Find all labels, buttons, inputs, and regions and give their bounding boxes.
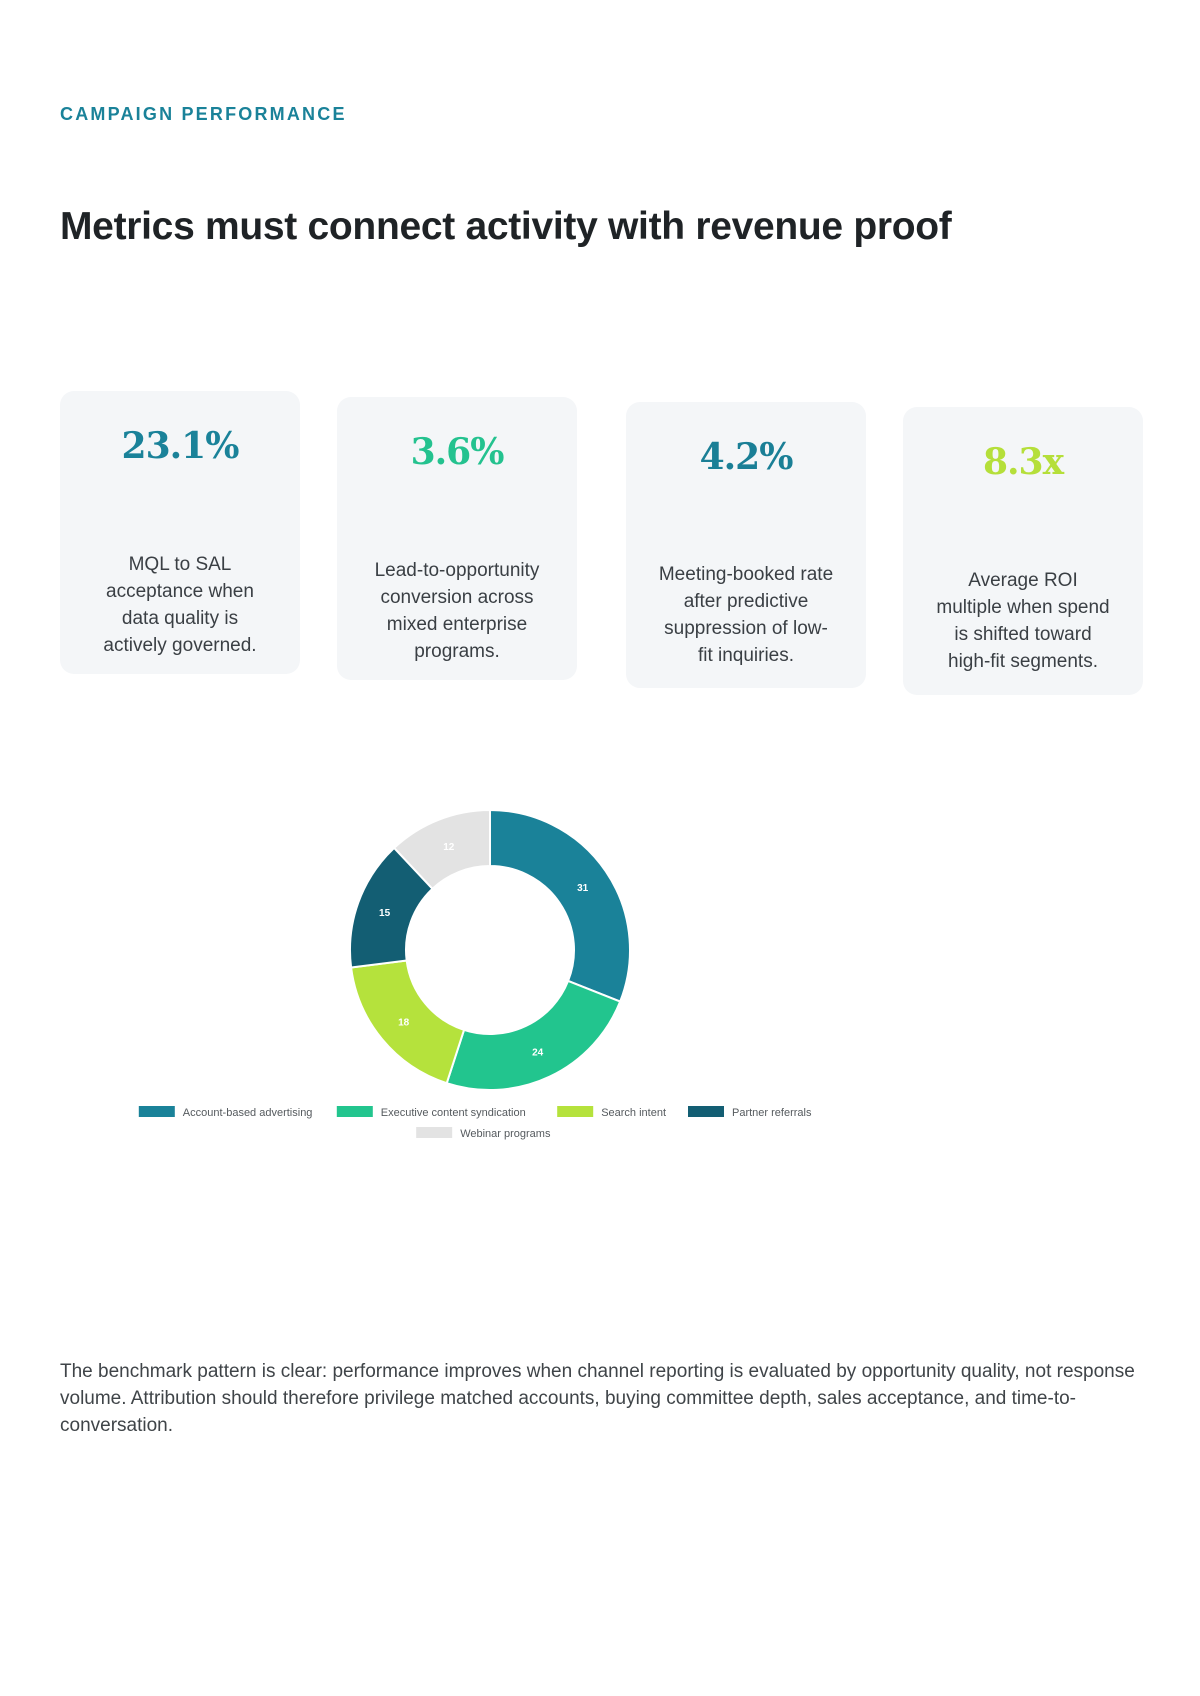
donut-slice-webinar-programs xyxy=(392,808,491,891)
legend-item-account-based-advertising: Account-based advertising xyxy=(138,1106,313,1119)
stat-description: Lead-to-opportunity conversion across mi… xyxy=(374,560,540,662)
donut-slice-account-based-advertising xyxy=(489,808,631,1003)
chart-legend: Account-based advertising Executive conte… xyxy=(138,1106,812,1140)
stat-value: 3.6% xyxy=(410,431,505,473)
legend-label: Webinar programs xyxy=(460,1128,551,1140)
stat-description: Average ROI multiple when spend is shift… xyxy=(936,570,1110,672)
legend-swatch xyxy=(336,1106,373,1117)
stat-card-meeting-booked: 4.2% Meeting-booked rate after predictiv… xyxy=(626,402,866,688)
channel-donut-chart: 31 24 18 15 12 Account-based advertising Exec… xyxy=(138,808,812,1140)
legend-label: Account-based advertising xyxy=(183,1107,313,1119)
legend-item-webinar-programs: Webinar programs xyxy=(416,1127,551,1140)
stat-description: Meeting-booked rate after predictive sup… xyxy=(658,564,834,666)
legend-item-executive-content-syndication: Executive content syndication xyxy=(336,1106,526,1119)
legend-swatch xyxy=(557,1106,594,1117)
stat-card-roi-multiple: 8.3x Average ROI multiple when spend is … xyxy=(903,407,1143,695)
slice-value-label: 24 xyxy=(532,1047,544,1058)
stat-value: 8.3x xyxy=(982,441,1064,483)
slice-value-label: 31 xyxy=(577,883,589,894)
legend-item-search-intent: Search intent xyxy=(557,1106,666,1119)
legend-swatch xyxy=(688,1106,724,1117)
page-title: Metrics must connect activity with reven… xyxy=(60,205,952,248)
donut-slice-executive-content-syndication xyxy=(445,979,622,1091)
legend-item-partner-referrals: Partner referrals xyxy=(688,1106,812,1119)
stat-card-lead-opportunity: 3.6% Lead-to-opportunity conversion acro… xyxy=(337,397,577,680)
legend-swatch xyxy=(416,1127,453,1138)
slice-value-label: 18 xyxy=(398,1017,410,1028)
stat-card-mql-sal: 23.1% MQL to SAL acceptance when data qu… xyxy=(60,391,300,674)
slice-value-label: 15 xyxy=(379,908,391,919)
donut-slice-labels: 31 24 18 15 12 xyxy=(379,842,589,1058)
legend-label: Partner referrals xyxy=(732,1107,812,1119)
donut-slices xyxy=(349,808,631,1091)
stat-description: MQL to SAL acceptance when data quality … xyxy=(103,554,257,656)
summary-paragraph: The benchmark pattern is clear: performa… xyxy=(60,1361,1135,1436)
stat-value: 23.1% xyxy=(121,425,240,467)
slice-value-label: 12 xyxy=(443,842,455,853)
section-eyebrow: CAMPAIGN PERFORMANCE xyxy=(60,104,347,124)
legend-label: Executive content syndication xyxy=(381,1107,526,1119)
legend-swatch xyxy=(138,1106,175,1117)
stat-value: 4.2% xyxy=(699,436,794,478)
legend-label: Search intent xyxy=(601,1107,666,1119)
